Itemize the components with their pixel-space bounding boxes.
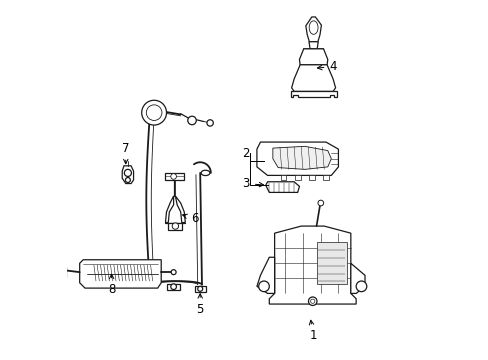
- Text: 3: 3: [242, 177, 263, 190]
- Text: 4: 4: [317, 60, 336, 73]
- Polygon shape: [195, 286, 205, 292]
- Polygon shape: [269, 226, 355, 304]
- Circle shape: [258, 281, 269, 292]
- Polygon shape: [167, 284, 180, 290]
- Text: 5: 5: [196, 294, 203, 316]
- Polygon shape: [280, 175, 286, 180]
- Polygon shape: [303, 49, 323, 53]
- Text: 7: 7: [122, 141, 129, 164]
- Text: 6: 6: [182, 212, 198, 225]
- Circle shape: [172, 223, 178, 229]
- Text: 1: 1: [309, 320, 317, 342]
- Circle shape: [146, 105, 162, 121]
- Polygon shape: [265, 182, 299, 192]
- Circle shape: [206, 120, 213, 126]
- Circle shape: [317, 200, 323, 206]
- Polygon shape: [165, 196, 173, 222]
- Polygon shape: [308, 42, 318, 49]
- Polygon shape: [305, 17, 321, 42]
- Circle shape: [187, 116, 196, 125]
- Ellipse shape: [308, 21, 317, 34]
- Circle shape: [355, 281, 366, 292]
- Polygon shape: [175, 196, 185, 222]
- Circle shape: [170, 174, 176, 179]
- Polygon shape: [308, 175, 314, 180]
- Polygon shape: [168, 222, 182, 230]
- Text: 8: 8: [108, 274, 115, 296]
- Polygon shape: [122, 166, 133, 184]
- Circle shape: [171, 270, 176, 275]
- Polygon shape: [80, 260, 161, 288]
- Polygon shape: [60, 267, 65, 278]
- Circle shape: [310, 299, 314, 303]
- Polygon shape: [323, 175, 328, 180]
- Polygon shape: [299, 49, 327, 65]
- Polygon shape: [164, 173, 184, 180]
- Text: 2: 2: [242, 147, 249, 160]
- Circle shape: [308, 297, 316, 306]
- Circle shape: [142, 100, 166, 125]
- Polygon shape: [350, 263, 364, 293]
- Polygon shape: [272, 146, 331, 169]
- Polygon shape: [290, 91, 336, 97]
- Polygon shape: [294, 175, 300, 180]
- Circle shape: [197, 286, 202, 291]
- Polygon shape: [291, 65, 335, 91]
- Circle shape: [124, 169, 131, 176]
- Polygon shape: [256, 142, 338, 175]
- Circle shape: [125, 177, 130, 183]
- Ellipse shape: [201, 170, 209, 176]
- Polygon shape: [316, 242, 346, 284]
- Circle shape: [170, 284, 176, 289]
- Polygon shape: [256, 257, 274, 293]
